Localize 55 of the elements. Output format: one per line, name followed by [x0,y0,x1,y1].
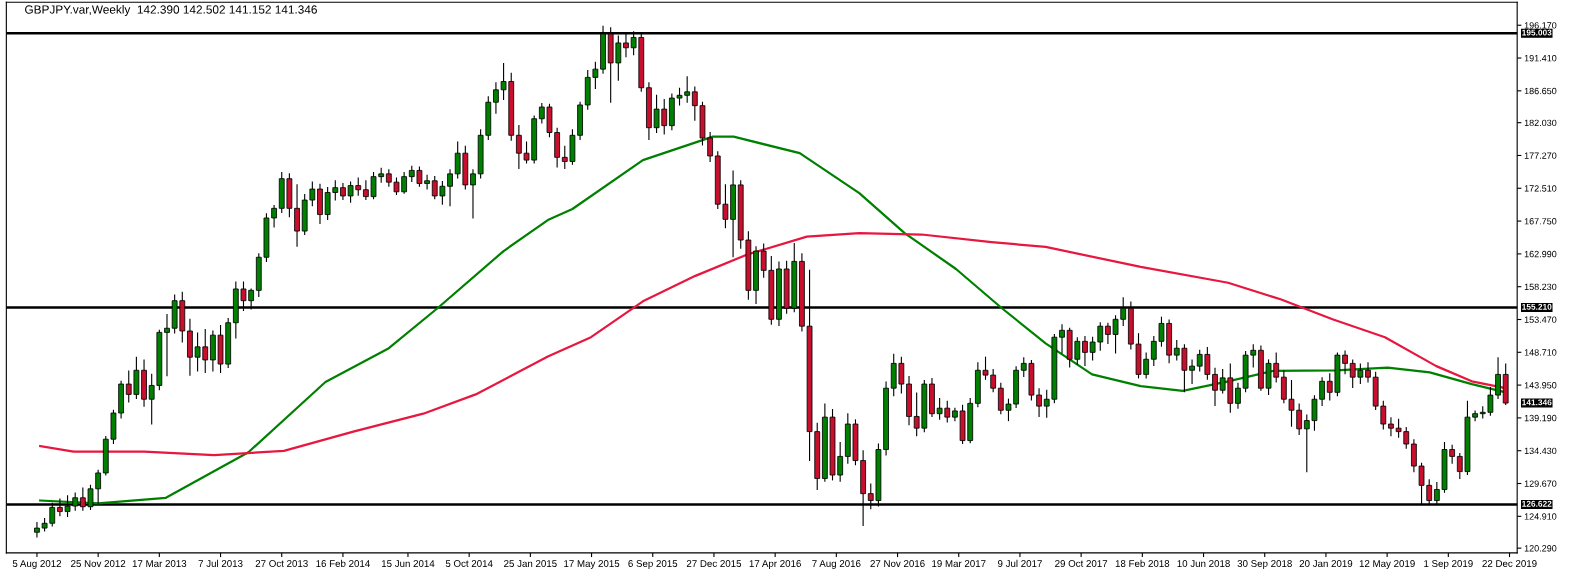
candlestick [164,313,170,377]
x-tick-label: 27 Nov 2016 [870,560,925,567]
x-tick-label: 17 May 2015 [564,560,620,569]
x-tick-label: 27 Dec 2015 [686,560,742,567]
x-tick-label: 15 Jun 2014 [381,560,435,567]
x-tick-label: 30 Sep 2018 [1237,560,1292,569]
x-tick-label: 7 Aug 2016 [812,560,861,569]
x-tick-label: 17 Mar 2013 [132,560,187,567]
x-tick-label: 27 Oct 2013 [255,560,308,567]
x-tick-label: 25 Nov 2012 [71,560,126,567]
x-tick-label: 29 Oct 2017 [1055,560,1108,567]
x-tick-label: 10 Jun 2018 [1177,560,1230,567]
y-tick-label: 158.230 [1524,283,1557,291]
ref-line-label: 155.210 [1522,303,1552,310]
candlestick [470,169,476,219]
y-tick-label: 148.710 [1524,349,1557,356]
candlestick [447,169,453,207]
y-tick-label: 186.650 [1524,87,1557,95]
y-tick-label: 134.430 [1524,447,1557,455]
y-tick-label: 191.410 [1524,55,1557,62]
y-tick-label: 196.170 [1524,22,1557,29]
y-tick-label: 124.910 [1524,513,1557,520]
x-tick-label: 6 Sep 2015 [628,560,678,569]
candlestick [1212,367,1218,406]
y-tick-label: 167.750 [1524,218,1557,225]
x-tick-label: 1 Sep 2019 [1424,560,1473,569]
annotation: 141.346 [1522,399,1552,406]
x-tick-label: 17 Apr 2016 [749,560,801,569]
x-tick-label: 19 Mar 2017 [932,560,986,567]
candlestick [1059,324,1065,354]
y-tick-label: 153.470 [1524,316,1557,323]
ref-line-label: 195.003 [1522,29,1552,36]
y-tick-label: 139.190 [1524,414,1557,422]
y-tick-label: 182.030 [1524,119,1557,127]
y-tick-label: 129.670 [1524,480,1557,487]
candlestick [1082,335,1088,367]
x-tick-label: 5 Oct 2014 [445,560,493,567]
x-tick-label: 25 Jan 2015 [504,560,557,567]
x-tick-label: 12 May 2019 [1359,560,1415,569]
x-tick-label: 16 Feb 2014 [316,559,370,567]
chart-title: GBPJPY.var,Weekly 142.390 142.502 141.152 141.346 [25,5,317,17]
y-tick-label: 120.290 [1524,545,1557,552]
y-tick-label: 172.510 [1524,185,1557,192]
ref-line-label: 126.622 [1522,500,1552,507]
candlestick [1365,362,1371,383]
y-tick-label: 177.270 [1524,152,1557,159]
x-tick-label: 5 Aug 2012 [12,560,62,569]
x-tick-label: 18 Feb 2018 [1115,559,1170,567]
candlestick [294,184,300,247]
x-tick-label: 7 Jul 2013 [198,559,243,567]
y-tick-label: 162.990 [1524,250,1557,258]
x-tick-label: 22 Dec 2019 [1482,560,1537,567]
x-tick-label: 9 Jul 2017 [997,559,1042,567]
y-tick-label: 143.950 [1524,382,1557,389]
x-tick-label: 20 Jan 2019 [1299,560,1353,567]
